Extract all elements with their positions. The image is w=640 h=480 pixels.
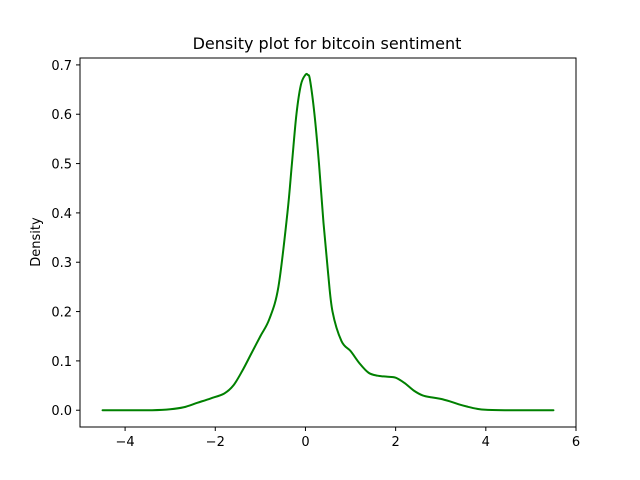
y-axis-label: Density: [29, 217, 44, 267]
y-tick-label: 0.1: [51, 355, 72, 370]
y-tick-label: 0.7: [51, 59, 72, 74]
x-tick-label: 0: [301, 435, 309, 450]
y-tick-label: 0.5: [51, 158, 72, 173]
x-axis: −4 −2 0 2 4 6: [116, 427, 580, 450]
x-tick-label: 2: [391, 435, 399, 450]
chart-title: Density plot for bitcoin sentiment: [193, 34, 462, 53]
y-tick-label: 0.4: [51, 207, 72, 222]
density-line: [101, 72, 555, 412]
x-tick-label: −2: [206, 435, 225, 450]
plot-frame: [79, 57, 577, 428]
y-tick-label: 0.3: [51, 256, 72, 271]
x-tick-label: 4: [482, 435, 490, 450]
y-tick-label: 0.6: [51, 108, 72, 123]
y-tick-label: 0.2: [51, 306, 72, 321]
x-tick-label: 6: [572, 435, 580, 450]
y-tick-label: 0.0: [51, 404, 72, 419]
x-tick-label: −4: [116, 435, 135, 450]
y-axis: 0.0 0.1 0.2 0.3 0.4 0.5 0.6 0.7: [51, 59, 80, 419]
